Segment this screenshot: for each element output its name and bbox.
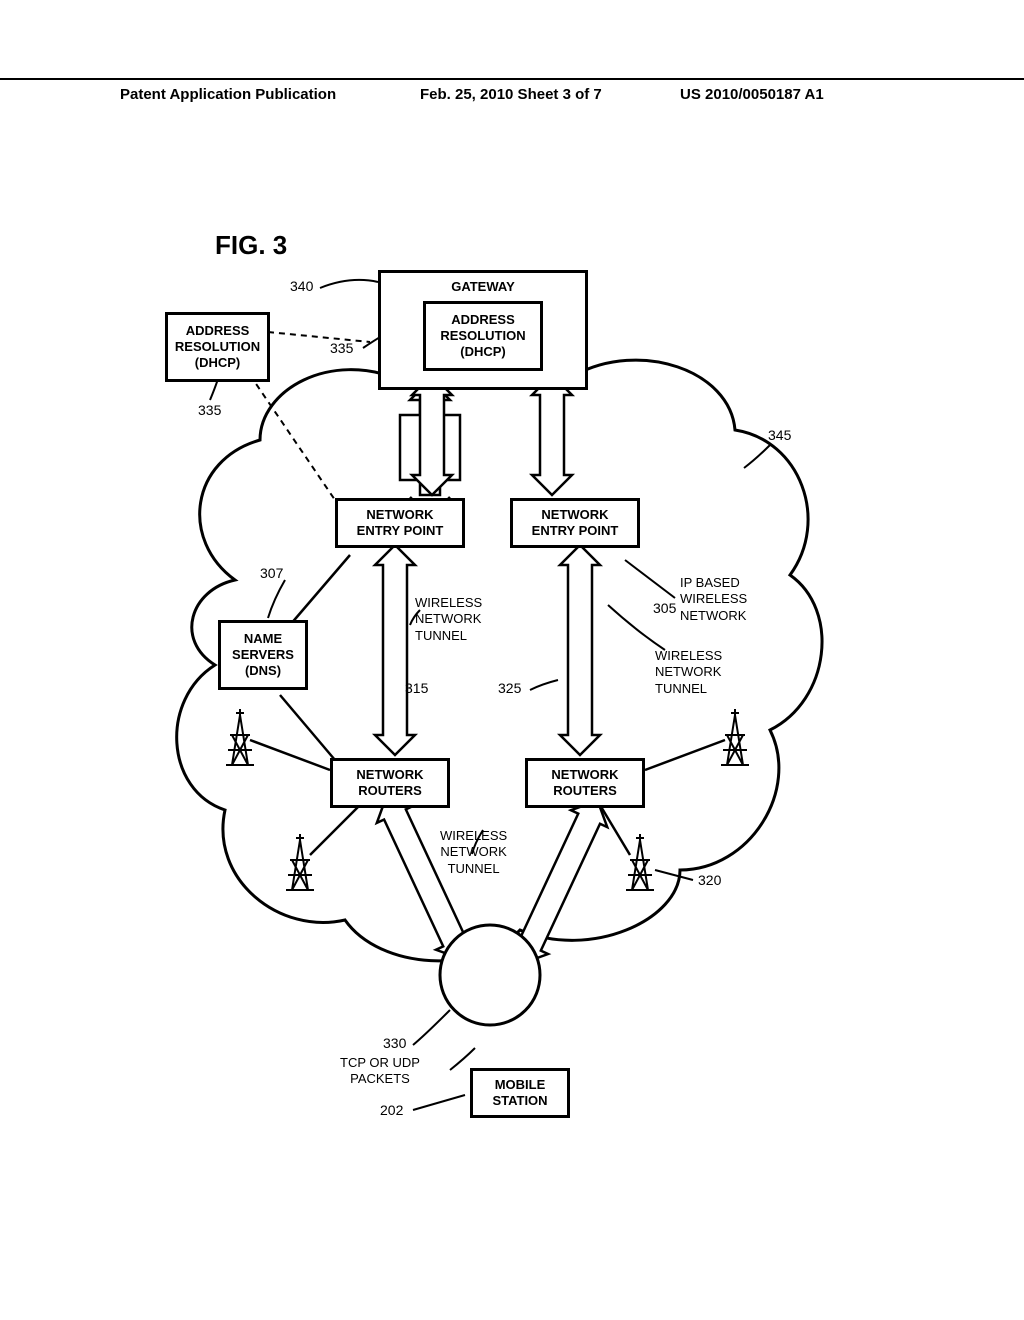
leader-202 [413, 1095, 465, 1110]
nep-left-box: NETWORK ENTRY POINT [335, 498, 465, 548]
tunnel-right-label: WIRELESS NETWORK TUNNEL [655, 648, 722, 697]
ref-325: 325 [498, 680, 521, 696]
tower-line [250, 740, 330, 770]
ref-307: 307 [260, 565, 283, 581]
gateway-label: GATEWAY [451, 279, 515, 295]
routers-left-box: NETWORK ROUTERS [330, 758, 450, 808]
arrow-nep-router-right [560, 545, 600, 755]
leader-330 [413, 1010, 450, 1045]
tunnel-top-label: WIRELESS NETWORK TUNNEL [415, 595, 482, 644]
dns-nep-line [290, 555, 350, 625]
gateway-box: GATEWAY ADDRESS RESOLUTION (DHCP) [378, 270, 588, 390]
leader-305 [625, 560, 675, 598]
addr-res-outer-box: ADDRESS RESOLUTION (DHCP) [165, 312, 270, 382]
ref-335a: 335 [198, 402, 221, 418]
ref-335b: 335 [330, 340, 353, 356]
addr-res-inner-box: ADDRESS RESOLUTION (DHCP) [423, 301, 543, 371]
ref-340: 340 [290, 278, 313, 294]
ref-345: 345 [768, 427, 791, 443]
tower-icon [626, 834, 654, 890]
leader-tcpudp [450, 1048, 475, 1070]
ref-202: 202 [380, 1102, 403, 1118]
arrow-gw-nep-right [532, 375, 572, 495]
ref-320: 320 [698, 872, 721, 888]
tcp-udp-label: TCP OR UDP PACKETS [340, 1055, 420, 1088]
name-servers-box: NAME SERVERS (DNS) [218, 620, 308, 690]
tower-icon [226, 709, 254, 765]
ip-network-label: IP BASED WIRELESS NETWORK [680, 575, 747, 624]
tunnel-bottom-label: WIRELESS NETWORK TUNNEL [440, 828, 507, 877]
leader-dhcp-cloud [250, 375, 335, 500]
mobile-station-circle [440, 925, 540, 1025]
ref-305: 305 [653, 600, 676, 616]
mobile-station-box: MOBILE STATION [470, 1068, 570, 1118]
diagram-svg [0, 0, 1024, 1320]
leader-320 [655, 870, 693, 880]
leader-335-dash [268, 332, 370, 342]
tower-icon [286, 834, 314, 890]
tower-icon [721, 709, 749, 765]
ref-315: 315 [405, 680, 428, 696]
routers-right-box: NETWORK ROUTERS [525, 758, 645, 808]
nep-right-box: NETWORK ENTRY POINT [510, 498, 640, 548]
tower-line [600, 805, 630, 855]
ref-330: 330 [383, 1035, 406, 1051]
leader-307 [268, 580, 285, 618]
leader-325 [530, 680, 558, 690]
leader-345 [744, 445, 770, 468]
arrow-nep-router-left [375, 545, 415, 755]
leader-340 [320, 280, 378, 288]
tower-line [645, 740, 725, 770]
tower-line [310, 805, 360, 855]
dns-router-line [280, 695, 335, 760]
